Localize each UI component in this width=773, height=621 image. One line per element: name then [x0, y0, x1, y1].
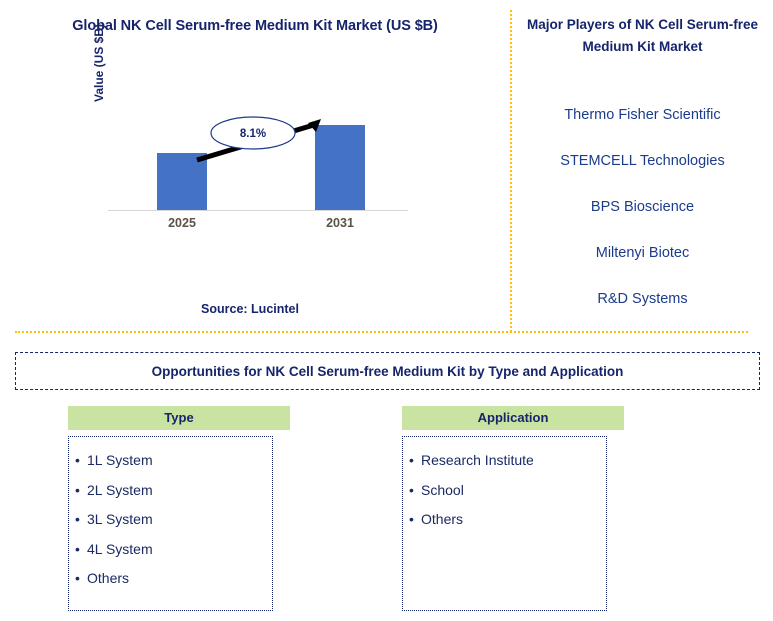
bullet-icon: •: [409, 452, 414, 468]
cagr-label: 8.1%: [239, 128, 267, 140]
list-item-label: Others: [87, 570, 130, 586]
list-item: • 1L System: [75, 446, 272, 476]
bullet-icon: •: [75, 481, 80, 498]
list-item: • Others: [409, 505, 606, 535]
bullet-icon: •: [409, 511, 414, 527]
list-item-label: School: [421, 481, 464, 498]
market-chart-panel: Global NK Cell Serum-free Medium Kit Mar…: [0, 0, 510, 331]
chart-title: Global NK Cell Serum-free Medium Kit Mar…: [72, 18, 438, 34]
list-item-label: Research Institute: [421, 452, 534, 468]
y-axis-label: Value (US $B): [92, 23, 106, 103]
segment-column-application: Application • Research Institute • School …: [402, 406, 624, 611]
x-axis-tick-2025: 2025: [168, 216, 196, 230]
segment-list-type: • 1L System • 2L System • 3L System • 4L Sys…: [68, 436, 273, 611]
bar-2031: [315, 125, 365, 210]
list-item: BPS Bioscience: [590, 199, 695, 215]
list-item: Miltenyi Biotec: [595, 245, 690, 261]
segment-header-type: Type: [68, 406, 290, 430]
horizontal-divider: [15, 331, 748, 333]
list-item: R&D Systems: [597, 291, 688, 307]
major-players-list: Thermo Fisher Scientific STEMCELL Techno…: [512, 92, 773, 322]
list-item-label: Others: [421, 511, 464, 527]
bullet-icon: •: [75, 511, 80, 527]
vertical-divider: [510, 10, 512, 332]
list-item-label: 4L System: [87, 540, 153, 557]
opportunities-title: Opportunities for NK Cell Serum-free Med…: [151, 363, 624, 379]
list-item-label: 2L System: [87, 481, 153, 498]
segment-header-application: Application: [402, 406, 624, 430]
segment-column-type: Type • 1L System • 2L System • 3L System • 4…: [68, 406, 290, 611]
list-item: • Others: [75, 564, 272, 594]
source-note: Source: Lucintel: [201, 302, 299, 316]
list-item-label: 3L System: [87, 511, 153, 527]
bullet-icon: •: [75, 540, 80, 557]
list-item: • 2L System: [75, 476, 272, 506]
list-item: • Research Institute: [409, 446, 606, 476]
opportunities-banner: Opportunities for NK Cell Serum-free Med…: [15, 352, 760, 390]
major-players-panel: Major Players of NK Cell Serum-free Medi…: [512, 0, 773, 331]
cagr-arrow-icon: [196, 116, 321, 163]
major-players-title: Major Players of NK Cell Serum-free Medi…: [526, 17, 759, 54]
top-section: Global NK Cell Serum-free Medium Kit Mar…: [0, 0, 773, 332]
bullet-icon: •: [409, 481, 414, 498]
bullet-icon: •: [75, 452, 80, 468]
bar-2025: [157, 153, 207, 210]
chart-baseline-axis: [108, 210, 408, 211]
bullet-icon: •: [75, 570, 80, 586]
segment-list-application: • Research Institute • School • Others: [402, 436, 607, 611]
list-item: • 4L System: [75, 535, 272, 565]
list-item: STEMCELL Technologies: [560, 153, 725, 169]
x-axis-tick-2031: 2031: [326, 216, 354, 230]
list-item-label: 1L System: [87, 452, 153, 468]
list-item: Thermo Fisher Scientific: [564, 107, 721, 123]
list-item: • 3L System: [75, 505, 272, 535]
list-item: • School: [409, 476, 606, 506]
